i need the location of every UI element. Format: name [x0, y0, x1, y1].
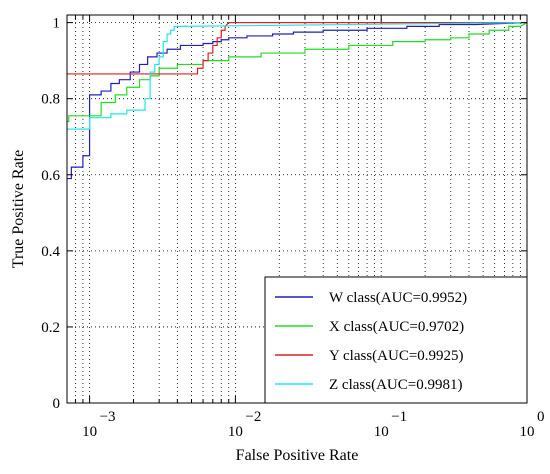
x-tick-label-exponent: −2 [245, 409, 261, 425]
x-tick-label-exponent: 0 [537, 409, 545, 425]
series-line-1 [67, 22, 528, 123]
series-line-0 [67, 22, 528, 180]
y-tick-label: 0 [53, 396, 61, 412]
legend-label-3: Z class(AUC=0.9981) [329, 377, 462, 393]
y-tick-label: 0.8 [41, 92, 60, 108]
legend-box [264, 276, 528, 404]
y-axis-label: True Positive Rate [10, 150, 27, 269]
legend-label-2: Y class(AUC=0.9925) [329, 348, 464, 364]
x-tick-label-exponent: −1 [391, 409, 407, 425]
series-line-2 [67, 22, 527, 75]
x-tick-label-base: 10 [520, 424, 535, 440]
grid-layer [67, 15, 527, 403]
legend-label-1: X class(AUC=0.9702) [329, 319, 464, 335]
legend: W class(AUC=0.9952) X class(AUC=0.9702) Y … [264, 276, 528, 404]
y-tick-label: 0.6 [41, 168, 60, 184]
x-tick-label-base: 10 [374, 424, 389, 440]
x-tick-label-exponent: −3 [100, 409, 116, 425]
series-line-3 [67, 22, 528, 130]
legend-label-0: W class(AUC=0.9952) [329, 290, 467, 306]
x-tick-label-base: 10 [82, 424, 97, 440]
x-axis-label: False Positive Rate [236, 447, 359, 464]
y-tick-label: 1 [53, 16, 61, 32]
y-tick-label: 0.4 [41, 244, 60, 260]
y-tick-label: 0.2 [41, 320, 60, 336]
series-layer [67, 22, 528, 180]
x-tick-label-base: 10 [228, 424, 243, 440]
